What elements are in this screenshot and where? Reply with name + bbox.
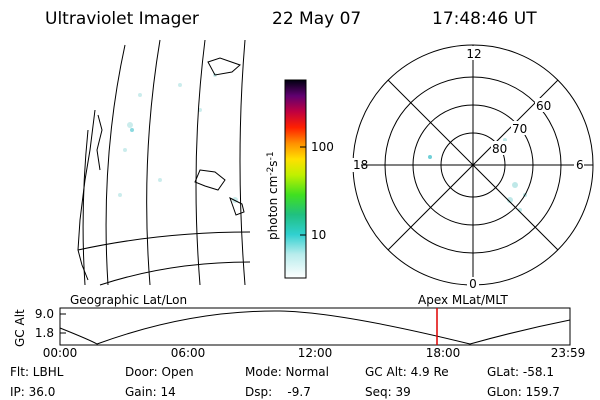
time: 17:48:46 UT	[432, 9, 537, 29]
colorbar-label: photon cm-2s-1	[266, 151, 280, 240]
status-field: IP: 36.0	[10, 385, 55, 399]
altitude-plot	[59, 307, 571, 346]
status-field: Seq: 39	[365, 385, 411, 399]
status-field: GLon: 159.7	[487, 385, 560, 399]
polar-plot	[345, 44, 594, 287]
status-field: Dsp: -9.7	[245, 385, 311, 399]
alt-tick-label: 9.0	[35, 307, 54, 321]
status-field: Gain: 14	[125, 385, 176, 399]
status-field: GC Alt: 4.9 Re	[365, 365, 449, 379]
label-part: -2	[266, 167, 276, 176]
lat-label: 60	[536, 99, 551, 113]
date: 22 May 07	[272, 9, 361, 29]
apex-label: Apex MLat/MLT	[418, 293, 508, 307]
map-label: Geographic Lat/Lon	[70, 293, 187, 307]
status-field: Mode: Normal	[245, 365, 329, 379]
label-part: photon cm	[266, 176, 280, 240]
lat-label: 80	[492, 142, 507, 156]
colorbar-tick-label: 100	[311, 140, 334, 154]
hour-label: 18	[353, 158, 368, 172]
title: Ultraviolet Imager	[45, 9, 199, 29]
time-label: 00:00	[43, 346, 78, 360]
time-label: 18:00	[426, 346, 461, 360]
alt-tick-label: 1.8	[35, 326, 54, 340]
time-label: 06:00	[171, 346, 206, 360]
lat-label: 70	[512, 122, 527, 136]
label-part: s	[266, 160, 280, 166]
label-part: -1	[266, 151, 276, 160]
status-field: Flt: LBHL	[10, 365, 64, 379]
time-label: 12:00	[298, 346, 333, 360]
map	[77, 39, 251, 286]
status-field: Door: Open	[125, 365, 194, 379]
hour-label: 0	[469, 277, 477, 291]
altitude-curve	[59, 310, 571, 345]
colorbar	[284, 79, 307, 279]
hour-label: 12	[466, 47, 481, 61]
alt-axis-label: GC Alt	[13, 309, 27, 347]
hour-label: 6	[576, 158, 584, 172]
status-field: GLat: -58.1	[487, 365, 554, 379]
colorbar-tick-label: 10	[311, 228, 326, 242]
time-label: 23:59	[551, 346, 586, 360]
